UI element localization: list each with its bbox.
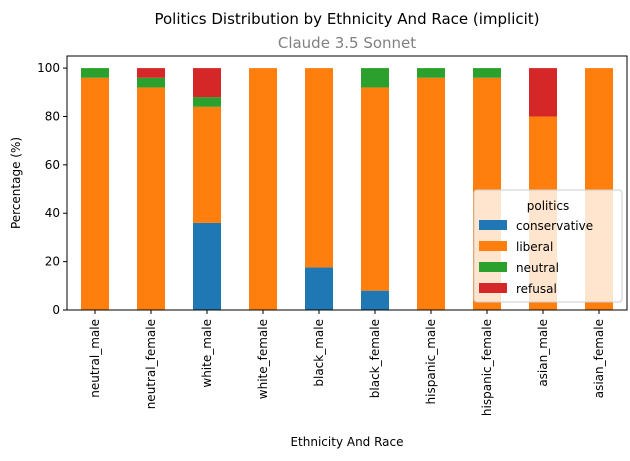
bar-white_female-liberal xyxy=(249,68,277,310)
x-tick-label: asian_male xyxy=(536,319,550,387)
bar-asian_male-refusal xyxy=(529,68,557,117)
chart-subtitle: Claude 3.5 Sonnet xyxy=(278,34,416,52)
bar-hispanic_male-neutral xyxy=(417,68,445,78)
x-tick-label: white_male xyxy=(200,319,214,388)
bar-hispanic_male-liberal xyxy=(417,77,445,311)
x-tick-label: white_female xyxy=(256,319,270,399)
bar-black_male-conservative xyxy=(305,267,333,310)
legend-label-conservative: conservative xyxy=(516,219,593,233)
y-tick-label: 60 xyxy=(45,158,60,172)
legend-swatch-refusal xyxy=(479,283,507,293)
x-tick-label: black_male xyxy=(312,319,326,387)
y-tick-label: 40 xyxy=(45,206,60,220)
plot-frame xyxy=(66,55,628,311)
x-tick-label: neutral_male xyxy=(88,319,102,398)
y-tick-label: 80 xyxy=(45,109,60,123)
y-tick-label: 100 xyxy=(37,61,60,75)
x-tick-label: neutral_female xyxy=(144,319,158,409)
x-tick-label: hispanic_male xyxy=(424,319,438,404)
y-axis-label: Percentage (%) xyxy=(9,137,23,229)
bar-neutral_female-neutral xyxy=(137,77,165,88)
legend-label-refusal: refusal xyxy=(516,282,557,296)
x-axis-label: Ethnicity And Race xyxy=(290,435,403,449)
legend-label-liberal: liberal xyxy=(516,240,553,254)
bar-white_male-conservative xyxy=(193,222,221,310)
bar-black_female-liberal xyxy=(361,87,389,291)
legend-label-neutral: neutral xyxy=(516,261,559,275)
legend: politics conservative liberal neutral refus… xyxy=(473,189,623,303)
x-tick-label: hispanic_female xyxy=(480,319,494,416)
x-tick-label: black_female xyxy=(368,319,382,398)
legend-title: politics xyxy=(527,199,570,213)
bar-neutral_female-liberal xyxy=(137,87,165,310)
bar-white_male-refusal xyxy=(193,68,221,98)
bar-black_male-liberal xyxy=(305,68,333,268)
legend-swatch-neutral xyxy=(479,262,507,272)
bar-hispanic_female-neutral xyxy=(473,68,501,78)
bar-white_male-neutral xyxy=(193,97,221,107)
bar-white_male-liberal xyxy=(193,106,221,223)
bar-neutral_male-liberal xyxy=(81,77,109,311)
y-tick-label: 0 xyxy=(52,303,60,317)
x-tick-label: asian_female xyxy=(592,319,606,398)
bar-black_female-neutral xyxy=(361,68,389,88)
legend-swatch-conservative xyxy=(479,220,507,230)
bar-neutral_male-neutral xyxy=(81,68,109,78)
bar-black_female-conservative xyxy=(361,290,389,310)
legend-swatch-liberal xyxy=(479,241,507,251)
bar-neutral_female-refusal xyxy=(137,68,165,78)
y-axis: 0 20 40 60 80 100 xyxy=(37,61,67,317)
x-axis: neutral_male neutral_female white_male whit… xyxy=(88,310,606,416)
chart-title: Politics Distribution by Ethnicity And R… xyxy=(154,10,539,28)
legend-frame xyxy=(473,189,623,303)
y-tick-label: 20 xyxy=(45,255,60,269)
